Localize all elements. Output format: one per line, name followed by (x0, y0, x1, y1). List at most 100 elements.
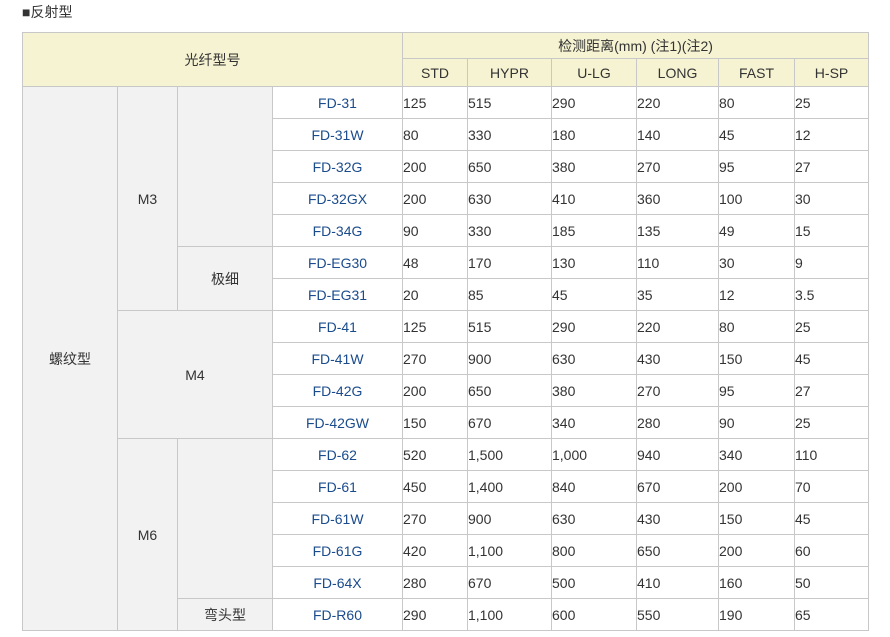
value-cell: 380 (551, 374, 637, 407)
value-cell: 630 (551, 502, 637, 535)
group-m3: M3 (117, 86, 178, 311)
value-cell: 410 (636, 566, 719, 599)
value-cell: 670 (467, 566, 552, 599)
value-cell: 380 (551, 150, 637, 183)
value-cell: 9 (793, 246, 870, 279)
table-row: M4 FD-41 125 515 290 220 80 25 (23, 310, 870, 439)
model-cell: FD-32G (272, 150, 403, 183)
spec-table: 光纤型号 检测距离(mm) (注1)(注2) STD HYPR U-LG LON… (22, 32, 870, 631)
value-cell: 280 (402, 566, 468, 599)
value-cell: 515 (467, 86, 552, 119)
table-row: FD-42G 200 650 380 270 95 27 (23, 374, 870, 407)
value-cell: 360 (636, 182, 719, 215)
model-cell: FD-61 (272, 470, 403, 503)
group-m6-standard (177, 438, 273, 599)
value-cell: 12 (718, 278, 795, 311)
value-cell: 95 (718, 150, 795, 183)
value-cell: 290 (402, 598, 468, 631)
model-cell: FD-31 (272, 86, 403, 119)
header-detection-distance: 检测距离(mm) (注1)(注2) (401, 32, 870, 59)
model-cell: FD-61W (272, 502, 403, 535)
header-mode-hsp: H-SP (793, 58, 870, 87)
value-cell: 200 (402, 150, 468, 183)
value-cell: 630 (467, 182, 552, 215)
value-cell: 50 (793, 566, 870, 599)
value-cell: 60 (793, 534, 870, 567)
value-cell: 30 (718, 246, 795, 279)
table-row: FD-41W 270 900 630 430 150 45 (23, 342, 870, 375)
value-cell: 270 (636, 150, 719, 183)
value-cell: 290 (551, 310, 637, 343)
value-cell: 330 (467, 214, 552, 247)
value-cell: 220 (636, 86, 719, 119)
value-cell: 45 (718, 118, 795, 151)
section-title: ■反射型 (22, 4, 73, 20)
model-cell: FD-34G (272, 214, 403, 247)
value-cell: 130 (551, 246, 637, 279)
group-bent: 弯头型 (177, 598, 273, 631)
value-cell: 3.5 (793, 278, 870, 311)
value-cell: 670 (636, 470, 719, 503)
value-cell: 45 (793, 342, 870, 375)
header-mode-long: LONG (636, 58, 719, 87)
value-cell: 450 (402, 470, 468, 503)
value-cell: 200 (402, 182, 468, 215)
value-cell: 330 (467, 118, 552, 151)
value-cell: 550 (636, 598, 719, 631)
value-cell: 150 (718, 342, 795, 375)
value-cell: 1,100 (467, 534, 552, 567)
value-cell: 670 (467, 406, 552, 439)
table-row: M6 FD-62 520 1,500 1,000 940 340 110 (23, 438, 870, 631)
model-cell: FD-32GX (272, 182, 403, 215)
value-cell: 80 (718, 310, 795, 343)
value-cell: 1,400 (467, 470, 552, 503)
table-row: FD-61 450 1,400 840 670 200 70 (23, 470, 870, 503)
value-cell: 12 (793, 118, 870, 151)
value-cell: 65 (793, 598, 870, 631)
value-cell: 1,500 (467, 438, 552, 471)
value-cell: 48 (402, 246, 468, 279)
value-cell: 515 (467, 310, 552, 343)
model-cell: FD-42GW (272, 406, 403, 439)
value-cell: 185 (551, 214, 637, 247)
table-row: FD-61G 420 1,100 800 650 200 60 (23, 534, 870, 567)
value-cell: 270 (402, 342, 468, 375)
value-cell: 85 (467, 278, 552, 311)
value-cell: 840 (551, 470, 637, 503)
value-cell: 135 (636, 214, 719, 247)
value-cell: 900 (467, 502, 552, 535)
value-cell: 940 (636, 438, 719, 471)
value-cell: 270 (402, 502, 468, 535)
value-cell: 30 (793, 182, 870, 215)
value-cell: 430 (636, 502, 719, 535)
value-cell: 430 (636, 342, 719, 375)
value-cell: 410 (551, 182, 637, 215)
value-cell: 45 (551, 278, 637, 311)
value-cell: 45 (793, 502, 870, 535)
model-cell: FD-62 (272, 438, 403, 471)
value-cell: 200 (718, 470, 795, 503)
value-cell: 200 (718, 534, 795, 567)
value-cell: 49 (718, 214, 795, 247)
table-row: FD-64X 280 670 500 410 160 50 (23, 566, 870, 599)
value-cell: 150 (402, 406, 468, 439)
value-cell: 340 (718, 438, 795, 471)
value-cell: 25 (793, 310, 870, 343)
table-row: FD-34G 90 330 185 135 49 15 (23, 214, 870, 247)
value-cell: 280 (636, 406, 719, 439)
value-cell: 630 (551, 342, 637, 375)
value-cell: 70 (793, 470, 870, 503)
value-cell: 35 (636, 278, 719, 311)
value-cell: 900 (467, 342, 552, 375)
model-cell: FD-EG30 (272, 246, 403, 279)
value-cell: 27 (793, 374, 870, 407)
model-cell: FD-41W (272, 342, 403, 375)
value-cell: 650 (467, 150, 552, 183)
model-cell: FD-42G (272, 374, 403, 407)
value-cell: 95 (718, 374, 795, 407)
value-cell: 27 (793, 150, 870, 183)
group-m4: M4 (117, 310, 273, 439)
value-cell: 100 (718, 182, 795, 215)
value-cell: 140 (636, 118, 719, 151)
value-cell: 340 (551, 406, 637, 439)
